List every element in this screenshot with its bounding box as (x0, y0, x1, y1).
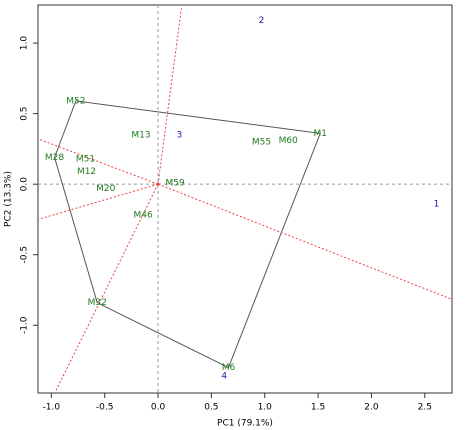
point-label: M20 (96, 184, 115, 194)
point-label: M32 (88, 298, 107, 308)
y-tick-label: -1.0 (20, 316, 30, 334)
x-tick-label: 2.0 (364, 403, 379, 413)
point-label: M46 (133, 211, 152, 221)
x-tick-label: -0.5 (96, 403, 114, 413)
hull (54, 100, 321, 369)
point-label: 3 (177, 130, 183, 140)
perpendicular-ray (157, 183, 453, 300)
point-label: 1 (434, 199, 440, 209)
x-tick-label: 1.0 (258, 403, 273, 413)
point-label: M28 (45, 153, 64, 163)
point-label: M55 (252, 137, 271, 147)
perpendicular-ray (37, 138, 159, 185)
perpendicular-ray (37, 183, 159, 220)
plot-frame (37, 4, 453, 394)
origin-dot (156, 182, 160, 186)
y-tick-label: 1.0 (20, 36, 30, 51)
x-tick-label: 1.5 (311, 403, 325, 413)
point-label: M1 (313, 129, 327, 139)
y-tick-label: 0.5 (20, 106, 30, 120)
point-label: 4 (221, 372, 227, 382)
point-label: M59 (166, 178, 185, 188)
point-label: M12 (77, 167, 96, 177)
point-label: M51 (76, 154, 95, 164)
x-tick-label: -1.0 (43, 403, 61, 413)
perpendicular-ray (54, 183, 159, 394)
y-axis-label: PC2 (13.3%) (4, 171, 14, 227)
point-label: M13 (131, 130, 150, 140)
point-label: M60 (279, 136, 298, 146)
y-tick-label: 0.0 (20, 177, 30, 192)
point-label: 2 (259, 16, 265, 26)
point-label: M6 (222, 363, 236, 373)
x-axis-label: PC1 (79.1%) (217, 419, 273, 429)
point-label: M52 (66, 96, 85, 106)
x-tick-label: 0.0 (151, 403, 166, 413)
x-tick-label: 0.5 (204, 403, 218, 413)
x-tick-label: 2.5 (418, 403, 432, 413)
perpendicular-ray (157, 4, 183, 185)
y-tick-label: -0.5 (20, 246, 30, 264)
